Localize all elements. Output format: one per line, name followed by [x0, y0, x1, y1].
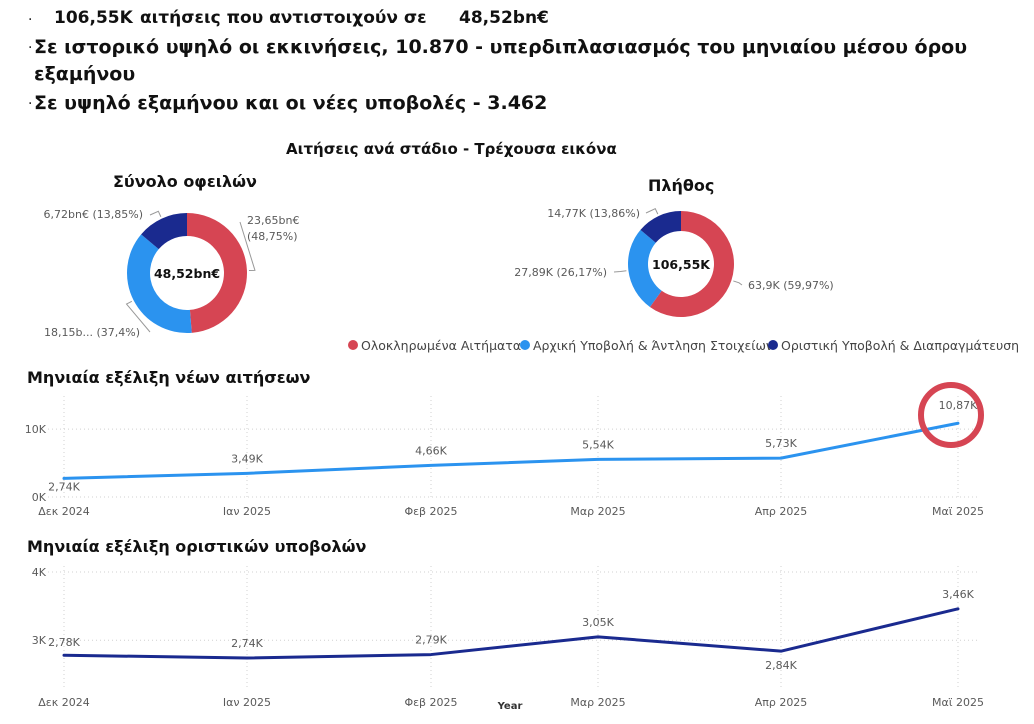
- stage-title: Αιτήσεις ανά στάδιο - Τρέχουσα εικόνα: [286, 140, 617, 158]
- bullet-dot: ·: [28, 96, 33, 112]
- final-submissions-xtick-0: Δεκ 2024: [38, 696, 89, 709]
- total-amount-value: 48,52bn€: [459, 8, 549, 28]
- legend-swatch-initial: [520, 340, 530, 350]
- final-submissions-ytick-0: 3K: [32, 634, 47, 647]
- new-requests-data-label-1: 3,49K: [231, 452, 263, 465]
- new-requests-xtick-3: Μαρ 2025: [570, 505, 625, 518]
- legend-label-final: Οριστική Υποβολή & Διαπραγμάτευση: [781, 338, 1020, 353]
- donut-debt-leader-2: [149, 210, 162, 217]
- new-requests-line: [62, 421, 960, 480]
- final-submissions-data-label-1: 2,74K: [231, 637, 263, 650]
- new-requests-data-label-3: 5,54K: [582, 438, 614, 451]
- donut-count-label-0: 63,9K (59,97%): [748, 279, 834, 292]
- donut-debt-slice-2: [141, 213, 187, 250]
- new-requests-xtick-5: Μαϊ 2025: [932, 505, 984, 518]
- final-submissions-ytick-1: 4K: [32, 566, 47, 579]
- final-submissions-xlabel: Year: [497, 701, 523, 712]
- donut-debt-label-value-0: 23,65bn€: [247, 214, 299, 227]
- new-requests-title: Μηνιαία εξέλιξη νέων αιτήσεων: [27, 368, 311, 387]
- donut-debt-leader-1: [125, 300, 151, 333]
- donut-debt-center-label: 48,52bn€: [154, 266, 220, 281]
- donut-count-leader-2: [645, 208, 659, 215]
- donut-count-slice-2: [640, 211, 681, 243]
- bullet-dot: ·: [28, 40, 33, 56]
- donut-debt-slice-0: [187, 213, 247, 333]
- bullet-starts-line1: Σε ιστορικό υψηλό οι εκκινήσεις, 10.870 …: [34, 36, 968, 58]
- bullet-submissions: Σε υψηλό εξαμήνου και οι νέες υποβολές -…: [34, 92, 548, 114]
- donut-count-slice-0: [649, 211, 734, 318]
- final-submissions-data-label-3: 3,05K: [582, 616, 614, 629]
- new-requests-ytick-1: 10K: [25, 423, 47, 436]
- new-requests-data-label-5: 10,87K: [939, 399, 978, 412]
- legend-label-completed: Ολοκληρωμένα Αιτήματα: [361, 338, 522, 353]
- new-requests-xtick-0: Δεκ 2024: [38, 505, 89, 518]
- final-submissions-line: [62, 607, 960, 660]
- donut-debt-title: Σύνολο οφειλών: [113, 172, 257, 191]
- donut-count-leader-1: [613, 270, 627, 273]
- final-submissions-data-label-5: 3,46K: [942, 588, 974, 601]
- final-submissions-xtick-3: Μαρ 2025: [570, 696, 625, 709]
- new-requests-xtick-2: Φεβ 2025: [404, 505, 457, 518]
- donut-charts: 48,52bn€ 23,65bn€ (48,75%) 18,15b... (37,4%…: [44, 207, 834, 339]
- donut-debt-label-1: 18,15b... (37,4%): [44, 326, 140, 339]
- total-requests-text: αιτήσεις που αντιστοιχούν σε: [140, 8, 427, 28]
- new-requests-data-label-2: 4,66K: [415, 444, 447, 457]
- new-requests-xtick-1: Ιαν 2025: [223, 505, 271, 518]
- donut-count-slice-1: [628, 229, 662, 307]
- legend-swatch-final: [768, 340, 778, 350]
- final-submissions-xtick-5: Μαϊ 2025: [932, 696, 984, 709]
- legend-label-initial: Αρχική Υποβολή & Άντληση Στοιχείων: [533, 338, 773, 353]
- final-submissions-xtick-1: Ιαν 2025: [223, 696, 271, 709]
- donut-debt-slice-1: [127, 234, 192, 333]
- final-submissions-xtick-4: Απρ 2025: [755, 696, 808, 709]
- donut-count-label-2: 14,77K (13,86%): [547, 207, 640, 220]
- new-requests-data-label-0: 2,74K: [48, 480, 80, 493]
- donut-count-title: Πλήθος: [648, 176, 715, 195]
- final-submissions-data-label-0: 2,78K: [48, 636, 80, 649]
- total-requests-value: 106,55K: [54, 8, 133, 28]
- donut-count-label-1: 27,89K (26,17%): [514, 266, 607, 279]
- donut-debt-label-2: 6,72bn€ (13,85%): [44, 208, 143, 221]
- bullet-starts-line2: εξαμήνου: [34, 63, 136, 85]
- final-submissions-data-label-2: 2,79K: [415, 634, 447, 647]
- final-submissions-title: Μηνιαία εξέλιξη οριστικών υποβολών: [27, 537, 367, 556]
- new-requests-ytick-0: 0K: [32, 491, 47, 504]
- new-requests-data-label-4: 5,73K: [765, 437, 797, 450]
- donut-count-leader-0: [733, 280, 743, 286]
- bullet-dot: ·: [28, 12, 33, 28]
- donut-debt-label-percent-0: (48,75%): [247, 230, 298, 243]
- final-submissions-data-label-4: 2,84K: [765, 659, 797, 672]
- final-submissions-xtick-2: Φεβ 2025: [404, 696, 457, 709]
- donut-debt-leader-0: [239, 221, 256, 272]
- legend-swatch-completed: [348, 340, 358, 350]
- new-requests-xtick-4: Απρ 2025: [755, 505, 808, 518]
- donut-count-center-label: 106,55K: [652, 257, 711, 272]
- new-requests-highlight-circle: [918, 382, 984, 448]
